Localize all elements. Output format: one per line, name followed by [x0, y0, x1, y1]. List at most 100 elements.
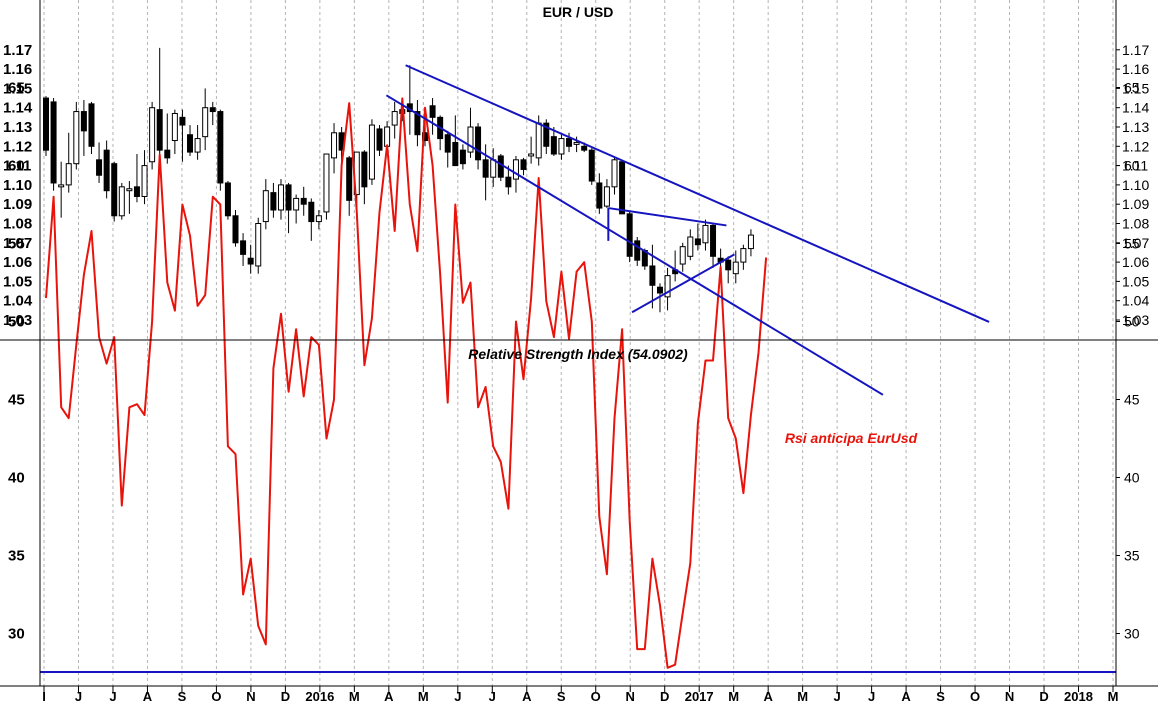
candle [732, 250, 739, 284]
month-label: D [1039, 689, 1048, 704]
candle-body-up [558, 138, 565, 155]
candle [573, 136, 580, 153]
month-label: M [728, 689, 739, 704]
rsi-tick-label-right: 55 [1124, 236, 1140, 252]
candle-body-down [649, 265, 656, 286]
candle [149, 101, 156, 170]
candle-body-up [331, 132, 338, 159]
month-label: M [1108, 689, 1119, 704]
candle-body-up [512, 159, 519, 180]
candle-body-down [346, 157, 353, 201]
candle-body-down [96, 159, 103, 176]
candle [429, 98, 436, 135]
candle [725, 256, 732, 284]
candle-body-up [262, 190, 269, 223]
candle [459, 144, 466, 170]
candle-body-down [156, 109, 163, 151]
price-tick-label-right: 1.14 [1122, 100, 1149, 116]
price-tick-label-left: 1.11 [3, 158, 31, 175]
month-label: J [868, 689, 875, 704]
candle-body-up [732, 261, 739, 275]
candle [710, 223, 717, 268]
candle [300, 186, 307, 216]
candle-body-up [194, 138, 201, 153]
candle [672, 250, 679, 282]
candle-body-up [368, 124, 375, 180]
candle-body-up [293, 197, 300, 211]
candle [482, 144, 489, 201]
price-tick-label-left: 1.10 [3, 177, 32, 194]
candle-body-down [619, 161, 626, 215]
candle-body-down [566, 138, 573, 147]
rsi-tick-label-right: 45 [1124, 392, 1140, 408]
candle [452, 115, 459, 167]
candle [603, 179, 610, 209]
candle [437, 115, 444, 151]
candle-body-down [50, 101, 57, 184]
month-label: A [763, 689, 773, 704]
candle [96, 142, 103, 183]
candle-body-up [747, 234, 754, 250]
candle-body-down [285, 184, 292, 211]
price-tick-label-right: 1.15 [1122, 80, 1149, 96]
rsi-chart-title: Relative Strength Index (54.0902) [468, 346, 688, 362]
candle-body-up [171, 112, 178, 142]
candle [331, 123, 338, 174]
candle-body-down [103, 149, 110, 192]
candle [505, 165, 512, 195]
candle [232, 209, 239, 247]
candle [497, 154, 504, 182]
candle [209, 101, 216, 126]
candle [133, 154, 140, 203]
candle [323, 153, 330, 220]
rsi-tick-label-right: 50 [1124, 314, 1140, 330]
candle [414, 99, 421, 147]
candle [293, 194, 300, 224]
candle [543, 119, 550, 155]
candle-body-down [626, 213, 633, 257]
month-label: S [936, 689, 945, 704]
candle [406, 65, 413, 135]
candle [240, 233, 247, 266]
price-tick-label-right: 1.16 [1122, 61, 1149, 77]
month-label: J [109, 689, 116, 704]
candle [194, 125, 201, 160]
candle-body-down [710, 224, 717, 257]
candle-body-down [497, 155, 504, 178]
candle-body-up [679, 246, 686, 265]
price-tick-label-left: 1.08 [3, 216, 32, 233]
candle [611, 157, 618, 195]
candle-body-down [361, 151, 368, 188]
candle-body-up [126, 188, 133, 192]
candle-body-down [634, 240, 641, 261]
candle-body-up [740, 248, 747, 263]
rsi-line [45, 97, 768, 669]
candle-body-up [528, 153, 535, 157]
candle [111, 161, 118, 222]
candle [619, 159, 626, 215]
month-label: M [418, 689, 429, 704]
candle-body-up [323, 153, 330, 213]
price-tick-label-right: 1.08 [1122, 216, 1149, 232]
rsi-tick-label-left: 60 [8, 158, 25, 175]
candle-body-down [308, 201, 315, 223]
price-tick-label-right: 1.06 [1122, 254, 1149, 270]
price-tick-label-left: 1.07 [3, 235, 32, 252]
candle [634, 237, 641, 266]
price-tick-label-left: 1.15 [3, 80, 32, 97]
candle-body-up [277, 184, 284, 211]
month-label: J [75, 689, 82, 704]
month-label: O [211, 689, 221, 704]
candle-body-down [209, 107, 216, 113]
candle-body-down [459, 149, 466, 165]
price-tick-label-right: 1.12 [1122, 138, 1149, 154]
month-label: O [591, 689, 601, 704]
rsi-tick-label-left: 65 [8, 80, 25, 97]
price-tick-label-right: 1.09 [1122, 196, 1149, 212]
price-tick-label-left: 1.03 [3, 312, 32, 329]
candle-body-down [581, 145, 588, 151]
price-tick-label-right: 1.13 [1122, 119, 1149, 135]
candle [702, 219, 709, 251]
candle [308, 198, 315, 241]
